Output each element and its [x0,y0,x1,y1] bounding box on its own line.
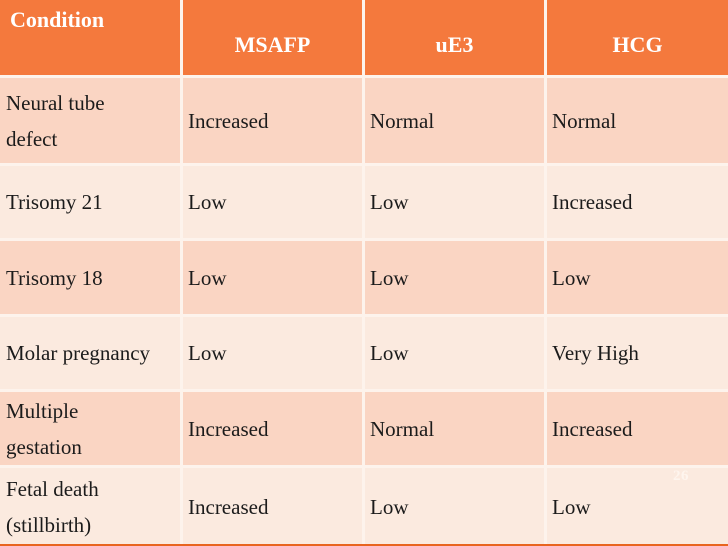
cell-condition: Molar pregnancy [0,317,180,389]
cell-hcg: Increased [547,166,728,238]
cell-ue3: Low [365,317,544,389]
cell-msafp: Increased [183,392,362,465]
header-cell-hcg: HCG [547,0,728,75]
cell-hcg: Very High [547,317,728,389]
cell-msafp: Low [183,241,362,314]
cell-ue3: Low [365,241,544,314]
cell-condition: Trisomy 21 [0,166,180,238]
cell-msafp: Increased [183,468,362,546]
header-cell-msafp: MSAFP [183,0,362,75]
cell-msafp: Increased [183,78,362,163]
cell-ue3: Low [365,468,544,546]
slide-bottom-accent-rule [0,544,728,546]
cell-hcg: Normal [547,78,728,163]
cell-condition: Neural tube defect [0,78,180,163]
cell-ue3: Normal [365,78,544,163]
cell-msafp: Low [183,317,362,389]
cell-hcg: Increased [547,392,728,465]
cell-ue3: Normal [365,392,544,465]
cell-condition: Fetal death (stillbirth) [0,468,180,546]
cell-ue3: Low [365,166,544,238]
cell-hcg: Low [547,241,728,314]
cell-hcg: Low [547,468,728,546]
cell-condition: Trisomy 18 [0,241,180,314]
cell-condition: Multiple gestation [0,392,180,465]
slide-page-number: 26 [673,468,689,484]
header-cell-condition: Condition [0,0,180,75]
header-cell-ue3: uE3 [365,0,544,75]
cell-msafp: Low [183,166,362,238]
